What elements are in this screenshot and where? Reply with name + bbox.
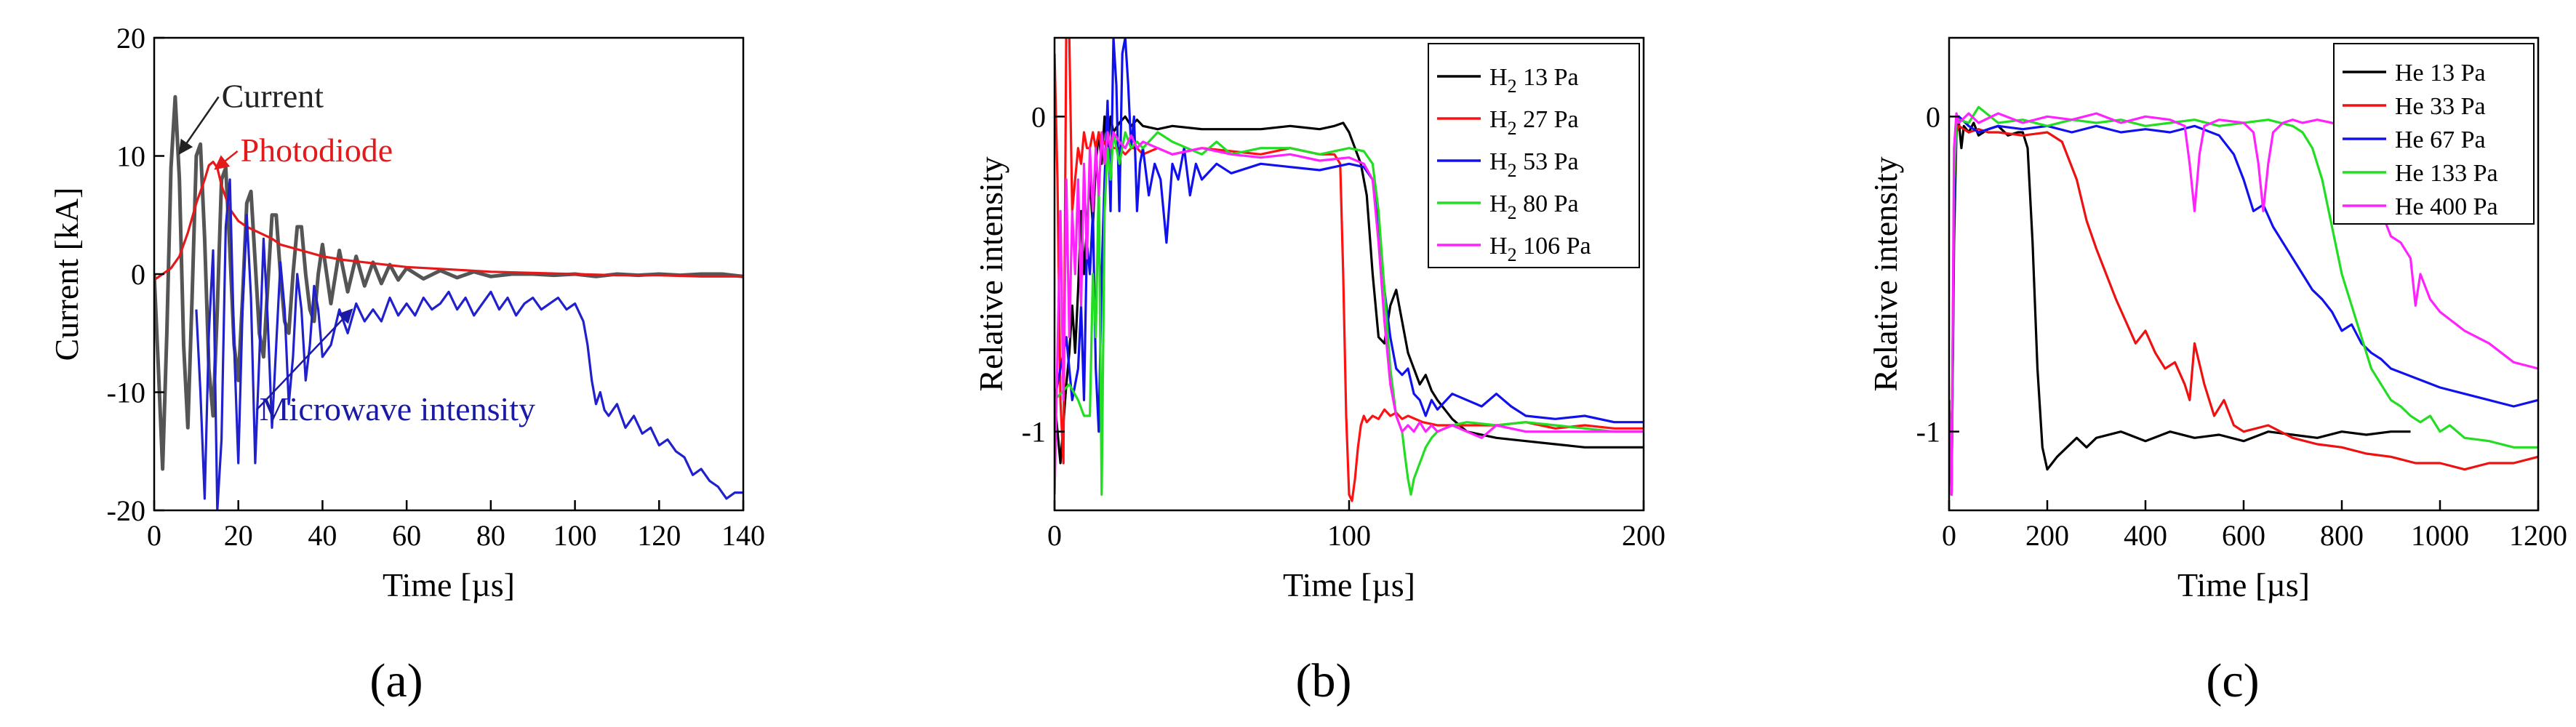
x-tick-label: 100 [1327,519,1371,552]
series-line-3 [195,178,743,510]
legend-entry: He 67 Pa [2395,126,2486,153]
annotation-text: Microwave intensity [260,390,535,427]
chart-panel-a: 0 20 40 60 80 100 120 140 -20 -10 0 10 20 Time [µs] Cu… [48,22,765,707]
chart-panel-c: 0 200 400 600 800 1000 1200 -1 0 Time [µs] Relativ… [1867,36,2567,707]
x-tick-label: 400 [2124,519,2167,552]
x-axis-label: Time [µs] [383,566,515,603]
y-axis-label: Current [kA] [48,188,85,361]
series-line-5 [1055,131,1644,495]
x-tick-label: 100 [553,519,597,552]
legend: H2 13 Pa H2 27 Pa H2 53 Pa H2 80 Pa H2 106 P… [1428,43,1640,268]
legend-entry: H2 53 Pa [1489,148,1579,181]
x-tick-label: 1000 [2411,519,2469,552]
annotation-text: Current [222,77,324,114]
legend-entry: H2 106 Pa [1489,233,1591,265]
x-tick-label: 1200 [2509,519,2567,552]
x-tick-label: 0 [1047,519,1062,552]
legend-entry: H2 80 Pa [1489,190,1579,223]
y-tick-label: -1 [1916,416,1940,449]
panel-label: (c) [2206,654,2259,707]
legend-entry: He 33 Pa [2395,93,2486,120]
annotation-arrow [255,308,353,411]
legend-box [2333,43,2535,225]
legend-entry: H2 13 Pa [1489,64,1579,97]
y-tick-label: 20 [116,22,145,55]
y-tick-label: 0 [1031,100,1046,133]
legend-entry: He 400 Pa [2395,193,2498,220]
y-tick-label: -10 [107,377,145,409]
annotation-arrow [178,96,220,155]
series-line-2 [154,161,743,281]
legend-box [1428,43,1640,268]
legend-entry: H2 27 Pa [1489,106,1579,139]
y-axis-label: Relative intensity [972,156,1009,391]
x-tick-label: 80 [476,519,505,552]
y-tick-label: -20 [107,494,145,527]
x-tick-label: 600 [2222,519,2265,552]
x-tick-label: 800 [2320,519,2364,552]
chart-panel-b: 0 100 200 -1 0 Time [µs] Relative intensity (b)… [972,36,1665,707]
panel-label: (a) [369,654,423,707]
series-line-3 [1949,115,2538,496]
x-tick-label: 40 [308,519,337,552]
annotation-text: Photodiode [241,132,393,169]
x-tick-label: 140 [721,519,765,552]
series-line-1 [154,95,743,471]
series-line-5 [1949,112,2538,496]
x-tick-label: 120 [637,519,681,552]
series-line-4 [1055,131,1644,496]
legend: He 13 Pa He 33 Pa He 67 Pa He 133 Pa He 400 … [2333,43,2535,225]
x-tick-label: 200 [2025,519,2069,552]
y-axis-label: Relative intensity [1867,156,1904,391]
x-tick-label: 20 [224,519,253,552]
y-tick-label: -1 [1022,416,1046,449]
legend-entry: He 13 Pa [2395,60,2486,87]
annotation-arrow [214,150,239,170]
series-line-2 [1055,38,1644,502]
x-tick-label: 60 [392,519,421,552]
y-tick-label: 10 [116,140,145,173]
x-tick-label: 0 [1942,519,1956,552]
series-line-2 [1949,124,2538,471]
series-line-1 [1949,121,2411,496]
series-line-4 [1949,105,2538,496]
panel-label: (b) [1296,654,1352,707]
x-tick-label: 0 [147,519,161,552]
legend-entry: He 133 Pa [2395,160,2498,187]
x-tick-label: 200 [1622,519,1665,552]
y-tick-label: 0 [131,258,145,291]
x-axis-label: Time [µs] [1283,566,1415,603]
y-tick-label: 0 [1926,100,1940,133]
x-axis-label: Time [µs] [2177,566,2310,603]
